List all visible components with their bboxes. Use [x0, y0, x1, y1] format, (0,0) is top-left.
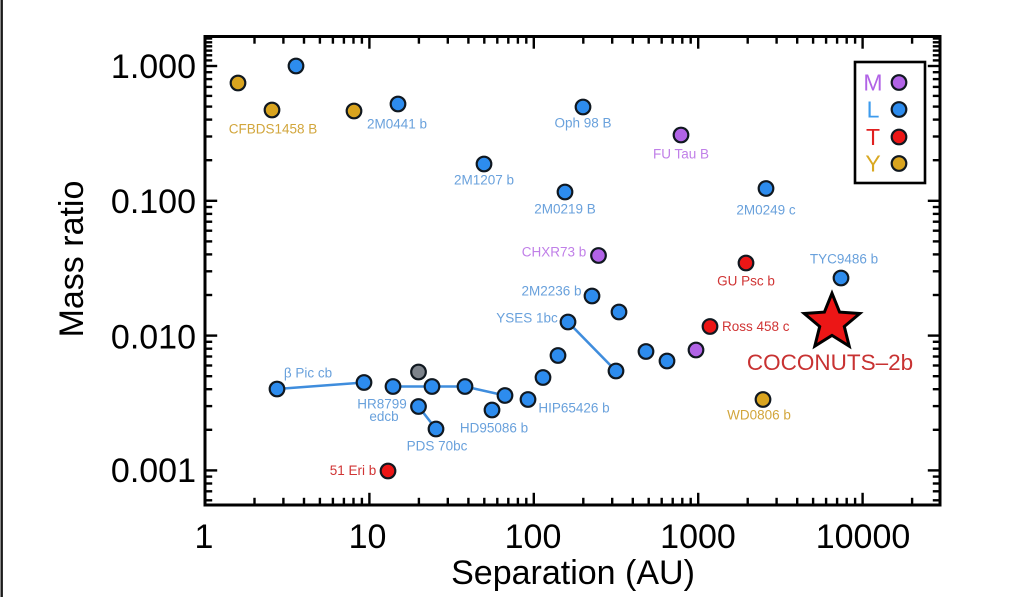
svg-text:2M0249 c: 2M0249 c	[736, 203, 796, 218]
svg-text:Ross 458 c: Ross 458 c	[722, 319, 790, 334]
svg-text:Separation (AU): Separation (AU)	[451, 554, 695, 592]
svg-text:L: L	[867, 97, 880, 123]
svg-text:10: 10	[349, 518, 387, 556]
svg-text:CHXR73 b: CHXR73 b	[522, 245, 587, 260]
svg-text:1.000: 1.000	[111, 48, 196, 86]
svg-text:1000: 1000	[660, 518, 736, 556]
svg-text:WD0806 b: WD0806 b	[727, 408, 791, 423]
svg-text:HD95086 b: HD95086 b	[460, 421, 528, 436]
svg-text:TYC9486 b: TYC9486 b	[810, 252, 878, 267]
svg-text:edcb: edcb	[369, 409, 398, 424]
svg-text:0.010: 0.010	[111, 319, 196, 357]
svg-text:COCONUTS–2b: COCONUTS–2b	[747, 350, 913, 375]
svg-text:T: T	[866, 124, 880, 150]
svg-text:2M1207 b: 2M1207 b	[454, 173, 514, 188]
svg-text:10000: 10000	[816, 518, 911, 556]
svg-text:GU Psc b: GU Psc b	[717, 274, 775, 289]
svg-text:1: 1	[195, 518, 214, 556]
svg-text:YSES 1bc: YSES 1bc	[496, 311, 558, 326]
svg-text:CFBDS1458 B: CFBDS1458 B	[229, 122, 318, 137]
svg-text:β Pic cb: β Pic cb	[284, 366, 332, 381]
svg-text:HIP65426 b: HIP65426 b	[538, 401, 609, 416]
svg-text:FU Tau B: FU Tau B	[653, 147, 709, 162]
svg-text:HR8799: HR8799	[357, 397, 407, 412]
svg-text:2M2236 b: 2M2236 b	[521, 284, 581, 299]
svg-text:Mass ratio: Mass ratio	[53, 181, 91, 338]
svg-text:M: M	[863, 70, 882, 96]
svg-text:0.100: 0.100	[111, 183, 196, 221]
svg-text:51 Eri b: 51 Eri b	[330, 463, 377, 478]
svg-text:Oph 98 B: Oph 98 B	[554, 116, 611, 131]
svg-text:100: 100	[505, 518, 562, 556]
svg-text:2M0219 B: 2M0219 B	[534, 202, 596, 217]
svg-text:0.001: 0.001	[111, 452, 196, 490]
svg-text:PDS 70bc: PDS 70bc	[407, 439, 468, 454]
svg-text:2M0441 b: 2M0441 b	[367, 117, 427, 132]
svg-text:Y: Y	[865, 151, 880, 177]
